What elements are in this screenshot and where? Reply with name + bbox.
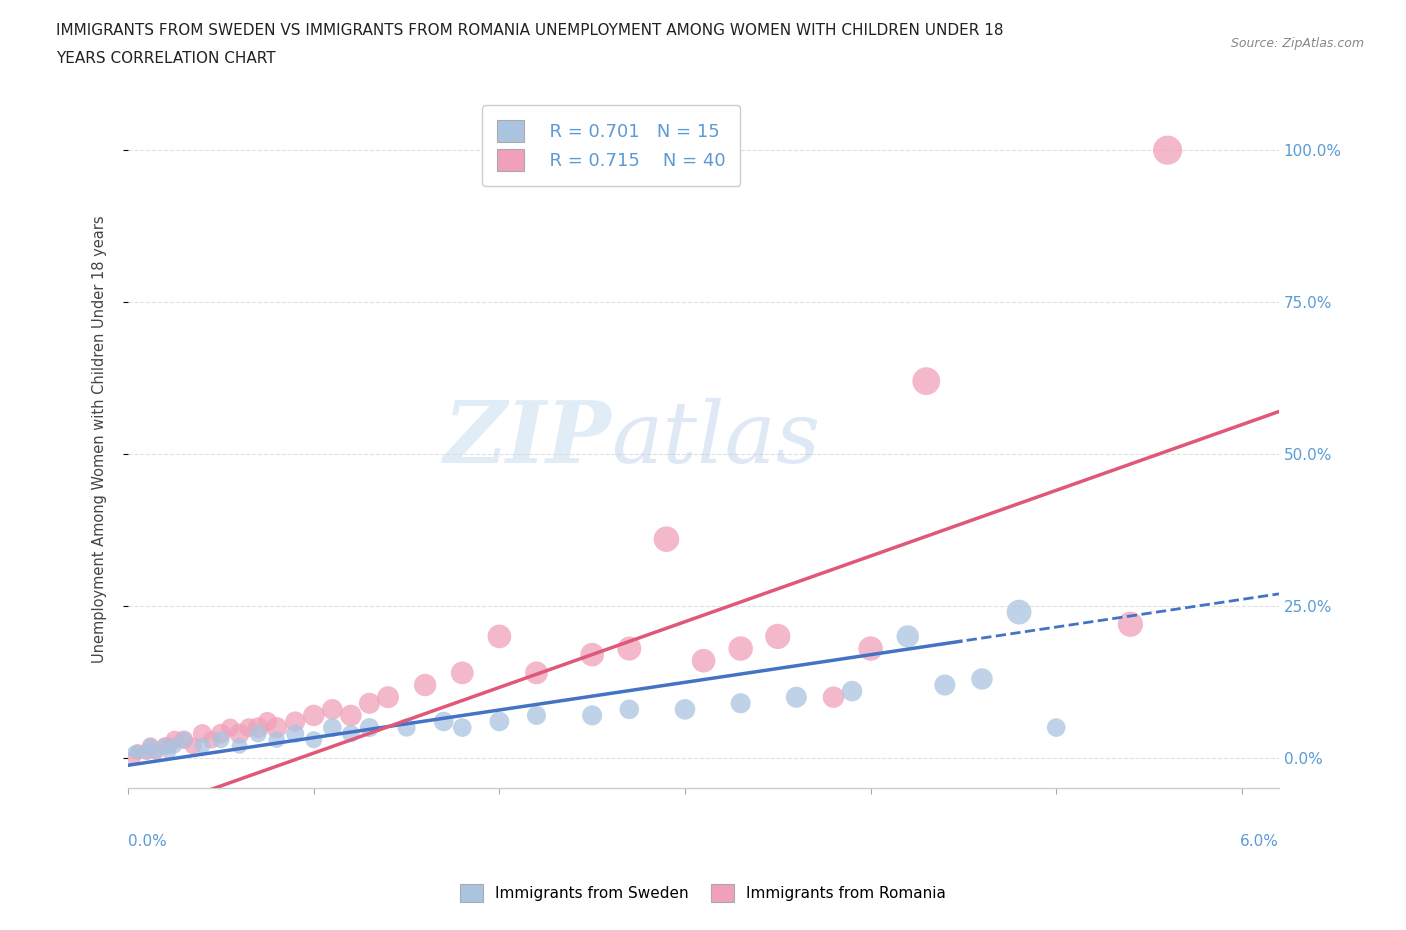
Point — [619, 641, 641, 656]
Text: Source: ZipAtlas.com: Source: ZipAtlas.com — [1230, 37, 1364, 50]
Point — [139, 738, 162, 753]
Point — [526, 708, 548, 723]
Text: 0.0%: 0.0% — [128, 834, 167, 849]
Point — [122, 744, 145, 759]
Point — [209, 732, 232, 747]
Point — [340, 708, 363, 723]
Point — [191, 738, 214, 753]
Point — [581, 708, 603, 723]
Point — [451, 666, 474, 681]
Point — [413, 678, 436, 693]
Point — [488, 714, 510, 729]
Point — [247, 720, 270, 735]
Point — [1008, 604, 1031, 619]
Point — [692, 653, 714, 668]
Point — [730, 696, 752, 711]
Point — [673, 702, 696, 717]
Point — [201, 732, 224, 747]
Point — [655, 532, 678, 547]
Point — [181, 738, 204, 753]
Point — [284, 726, 307, 741]
Point — [451, 720, 474, 735]
Point — [247, 726, 270, 741]
Point — [970, 671, 993, 686]
Text: ZIP: ZIP — [444, 397, 612, 481]
Point — [619, 702, 641, 717]
Point — [238, 720, 260, 735]
Point — [897, 629, 920, 644]
Point — [139, 738, 162, 753]
Legend:   R = 0.701   N = 15,   R = 0.715    N = 40: R = 0.701 N = 15, R = 0.715 N = 40 — [482, 105, 741, 186]
Point — [228, 726, 250, 741]
Point — [145, 744, 167, 759]
Text: 6.0%: 6.0% — [1240, 834, 1279, 849]
Point — [135, 744, 157, 759]
Point — [359, 720, 381, 735]
Point — [841, 684, 863, 698]
Point — [321, 702, 343, 717]
Point — [915, 374, 938, 389]
Point — [122, 751, 145, 765]
Point — [266, 720, 288, 735]
Point — [488, 629, 510, 644]
Point — [163, 738, 186, 753]
Point — [1156, 142, 1178, 157]
Point — [219, 720, 242, 735]
Point — [256, 714, 278, 729]
Point — [934, 678, 956, 693]
Text: IMMIGRANTS FROM SWEDEN VS IMMIGRANTS FROM ROMANIA UNEMPLOYMENT AMONG WOMEN WITH : IMMIGRANTS FROM SWEDEN VS IMMIGRANTS FRO… — [56, 23, 1004, 38]
Point — [730, 641, 752, 656]
Point — [433, 714, 456, 729]
Point — [157, 738, 180, 753]
Point — [823, 690, 845, 705]
Point — [581, 647, 603, 662]
Point — [766, 629, 789, 644]
Text: atlas: atlas — [612, 397, 821, 480]
Point — [155, 738, 177, 753]
Point — [127, 744, 149, 759]
Point — [302, 708, 325, 723]
Point — [228, 738, 250, 753]
Point — [526, 666, 548, 681]
Point — [135, 744, 157, 759]
Text: YEARS CORRELATION CHART: YEARS CORRELATION CHART — [56, 51, 276, 66]
Point — [395, 720, 418, 735]
Point — [127, 744, 149, 759]
Point — [340, 726, 363, 741]
Point — [173, 732, 195, 747]
Point — [785, 690, 807, 705]
Point — [1045, 720, 1067, 735]
Point — [209, 726, 232, 741]
Point — [859, 641, 882, 656]
Point — [163, 732, 186, 747]
Point — [173, 732, 195, 747]
Point — [157, 744, 180, 759]
Point — [359, 696, 381, 711]
Legend: Immigrants from Sweden, Immigrants from Romania: Immigrants from Sweden, Immigrants from … — [454, 878, 952, 909]
Point — [1119, 617, 1142, 631]
Point — [191, 726, 214, 741]
Point — [321, 720, 343, 735]
Point — [266, 732, 288, 747]
Point — [377, 690, 399, 705]
Point — [155, 738, 177, 753]
Point — [284, 714, 307, 729]
Y-axis label: Unemployment Among Women with Children Under 18 years: Unemployment Among Women with Children U… — [93, 215, 107, 663]
Point — [302, 732, 325, 747]
Point — [145, 744, 167, 759]
